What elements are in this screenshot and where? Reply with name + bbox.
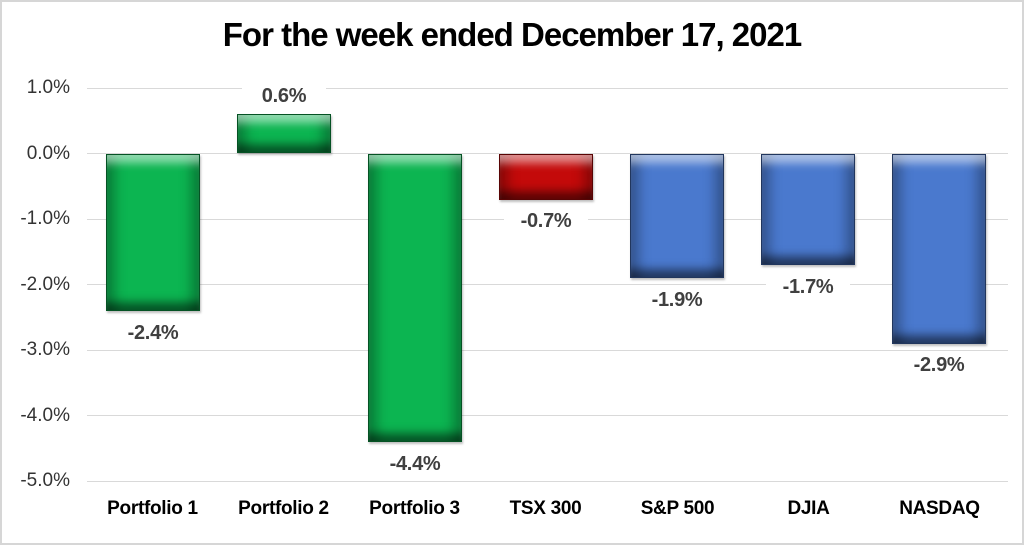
bar-djia — [761, 154, 855, 265]
y-axis-tick-label-5-0: -5.0% — [20, 470, 70, 491]
gridline-0-0 — [87, 153, 1008, 154]
bar-tsx-300 — [499, 154, 593, 200]
bar-nasdaq — [892, 154, 986, 344]
category-label-djia: DJIA — [787, 498, 830, 519]
y-axis-tick-label-1-0: 1.0% — [26, 77, 70, 98]
y-axis-tick-label-0-0: 0.0% — [26, 142, 70, 164]
y-axis-tick-label-1-0: -1.0% — [20, 208, 70, 229]
bar-s-p-500 — [630, 154, 724, 278]
category-label-portfolio-3: Portfolio 3 — [369, 498, 460, 519]
gridline-2-0 — [87, 284, 1008, 285]
y-axis-tick-label-4-0: -4.0% — [20, 404, 70, 426]
gridline-3-0 — [87, 349, 1008, 351]
y-axis-tick-label-2-0: -2.0% — [20, 273, 70, 295]
gridline-4-0 — [87, 415, 1008, 416]
category-label-s-p-500: S&P 500 — [640, 498, 715, 519]
bar-portfolio-3 — [368, 154, 462, 442]
chart-title: For the week ended December 17, 2021 — [222, 16, 802, 53]
bar-portfolio-1 — [106, 154, 200, 311]
data-label-tsx-300: -0.7% — [504, 209, 588, 233]
data-label-nasdaq: -2.9% — [897, 353, 981, 377]
data-label-portfolio-1: -2.4% — [111, 321, 195, 345]
category-label-portfolio-1: Portfolio 1 — [107, 498, 198, 519]
data-label-s-p-500: -1.9% — [635, 288, 719, 312]
category-label-tsx-300: TSX 300 — [509, 498, 582, 519]
data-label-portfolio-3: -4.4% — [373, 452, 457, 476]
data-label-djia: -1.7% — [766, 275, 850, 299]
category-label-nasdaq: NASDAQ — [899, 498, 980, 519]
data-label-portfolio-2: 0.6% — [242, 84, 326, 108]
category-label-portfolio-2: Portfolio 2 — [238, 498, 329, 519]
gridline-1-0 — [87, 87, 1008, 89]
y-axis-tick-label-3-0: -3.0% — [20, 339, 70, 360]
gridline-5-0 — [87, 480, 1008, 482]
bar-portfolio-2 — [237, 114, 331, 153]
